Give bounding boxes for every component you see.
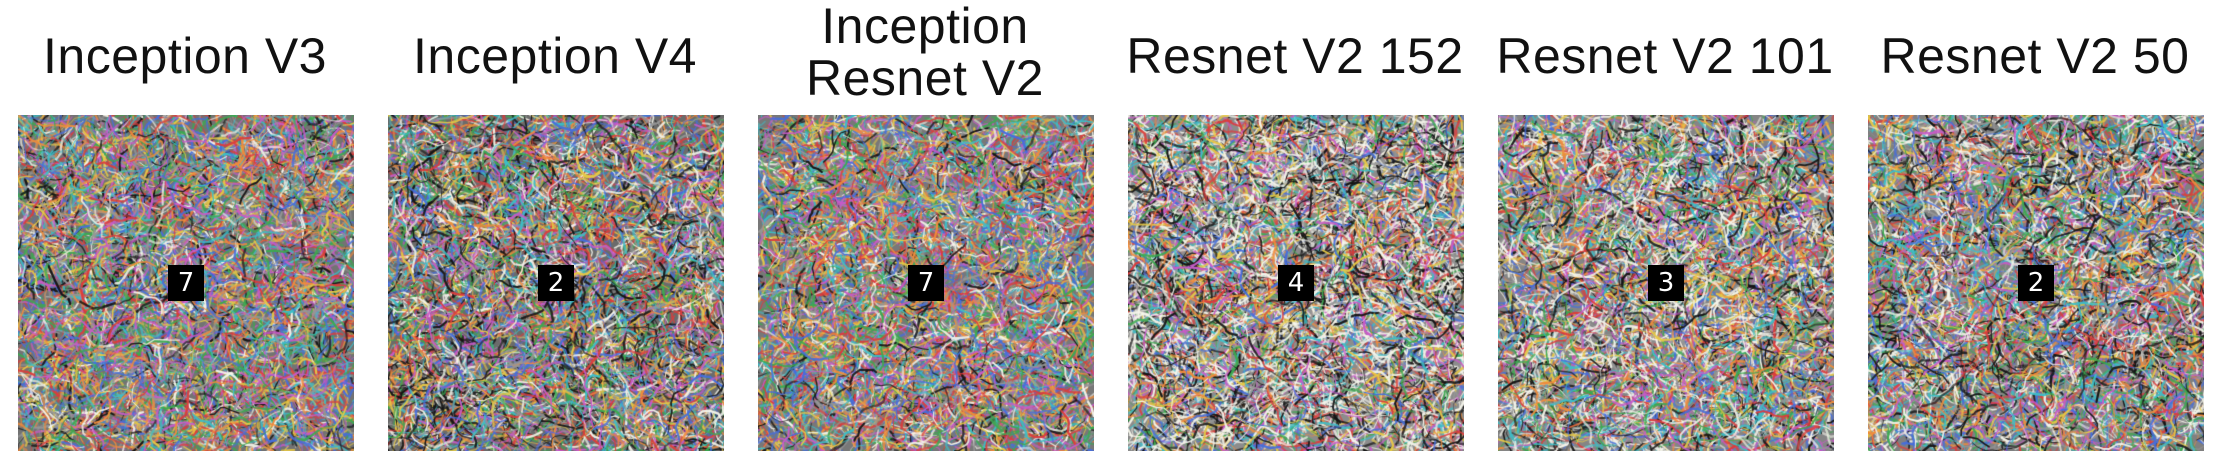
adversarial-noise-image: 3 xyxy=(1498,115,1834,451)
mnist-digit-patch: 4 xyxy=(1278,265,1314,301)
mnist-digit-patch: 2 xyxy=(2018,265,2054,301)
panel-inception-resnet-v2: Inception Resnet V2 7 xyxy=(740,0,1110,464)
panel-title: Resnet V2 101 xyxy=(1480,30,1850,82)
adversarial-noise-image: 7 xyxy=(18,115,354,451)
panel-title-line: Inception V4 xyxy=(413,28,697,84)
panel-resnet-v2-152: Resnet V2 152 4 xyxy=(1110,0,1480,464)
panel-title-line: Resnet V2 152 xyxy=(1126,28,1464,84)
panel-title: Inception V3 xyxy=(0,30,370,82)
mnist-digit-patch: 7 xyxy=(168,265,204,301)
panel-title-line: Inception xyxy=(821,0,1029,54)
panel-title-line: Resnet V2 50 xyxy=(1880,28,2190,84)
panel-title: Inception V4 xyxy=(370,30,740,82)
panel-inception-v4: Inception V4 2 xyxy=(370,0,740,464)
adversarial-noise-image: 4 xyxy=(1128,115,1464,451)
panel-title: Inception Resnet V2 xyxy=(740,0,1110,104)
adversarial-noise-image: 7 xyxy=(758,115,1094,451)
adversarial-noise-image: 2 xyxy=(388,115,724,451)
panel-title: Resnet V2 152 xyxy=(1110,30,1480,82)
mnist-digit-patch: 7 xyxy=(908,265,944,301)
panel-title-line: Inception V3 xyxy=(43,28,327,84)
mnist-digit-patch: 3 xyxy=(1648,265,1684,301)
panel-resnet-v2-101: Resnet V2 101 3 xyxy=(1480,0,1850,464)
adversarial-noise-image: 2 xyxy=(1868,115,2204,451)
mnist-digit-patch: 2 xyxy=(538,265,574,301)
panel-title: Resnet V2 50 xyxy=(1850,30,2220,82)
panel-inception-v3: Inception V3 7 xyxy=(0,0,370,464)
panel-resnet-v2-50: Resnet V2 50 2 xyxy=(1850,0,2220,464)
panel-title-line: Resnet V2 101 xyxy=(1496,28,1834,84)
panel-title-line: Resnet V2 xyxy=(806,50,1044,106)
